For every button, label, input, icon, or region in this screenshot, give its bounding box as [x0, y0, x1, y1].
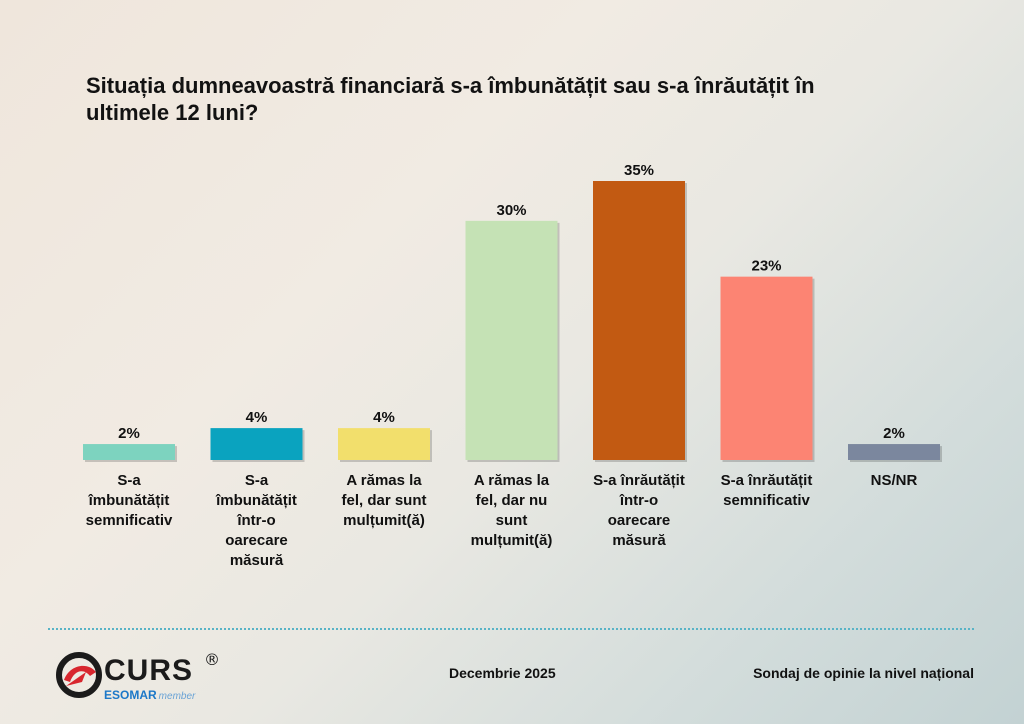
category-label: A rămas la fel, dar nu sunt mulțumit(ă)	[470, 472, 553, 549]
bar	[465, 220, 558, 460]
registered-mark: ®	[204, 650, 220, 669]
category-label: S-a înrăutățit într-o oarecare măsură	[593, 472, 685, 549]
footer-source: Sondaj de opinie la nivel național	[753, 665, 974, 681]
data-label: 2%	[118, 425, 140, 442]
footer-date: Decembrie 2025	[449, 665, 556, 681]
esomar-label: ESOMAR member	[104, 688, 195, 702]
bar	[210, 428, 303, 460]
category-label: A rămas la fel, dar sunt mulțumit(ă)	[341, 472, 427, 529]
bar	[83, 444, 175, 460]
logo-wordmark: CURS	[104, 654, 194, 687]
chart-title: Situația dumneavoastră financiară s-a îm…	[86, 73, 815, 125]
data-label: 4%	[246, 409, 268, 426]
category-label: S-a îmbunătățit semnificativ	[85, 472, 173, 529]
category-label: NS/NR	[870, 472, 918, 489]
bar	[338, 428, 430, 460]
data-label: 4%	[373, 409, 395, 426]
footer-divider	[48, 628, 974, 630]
member-text: member	[158, 691, 196, 702]
bar	[720, 276, 813, 460]
curs-logo-icon	[56, 652, 102, 698]
category-label: S-a înrăutățit semnificativ	[720, 472, 813, 509]
data-label: 2%	[883, 425, 905, 442]
bar	[593, 181, 685, 460]
curs-logo: CURS ® ESOMAR member	[56, 650, 236, 702]
bar	[848, 444, 940, 460]
data-label: 23%	[751, 258, 781, 275]
esomar-text: ESOMAR	[104, 688, 157, 702]
category-label: S-a îmbunătățit într-o oarecare măsură	[216, 472, 297, 569]
data-label: 30%	[496, 202, 526, 219]
data-label: 35%	[624, 162, 654, 179]
